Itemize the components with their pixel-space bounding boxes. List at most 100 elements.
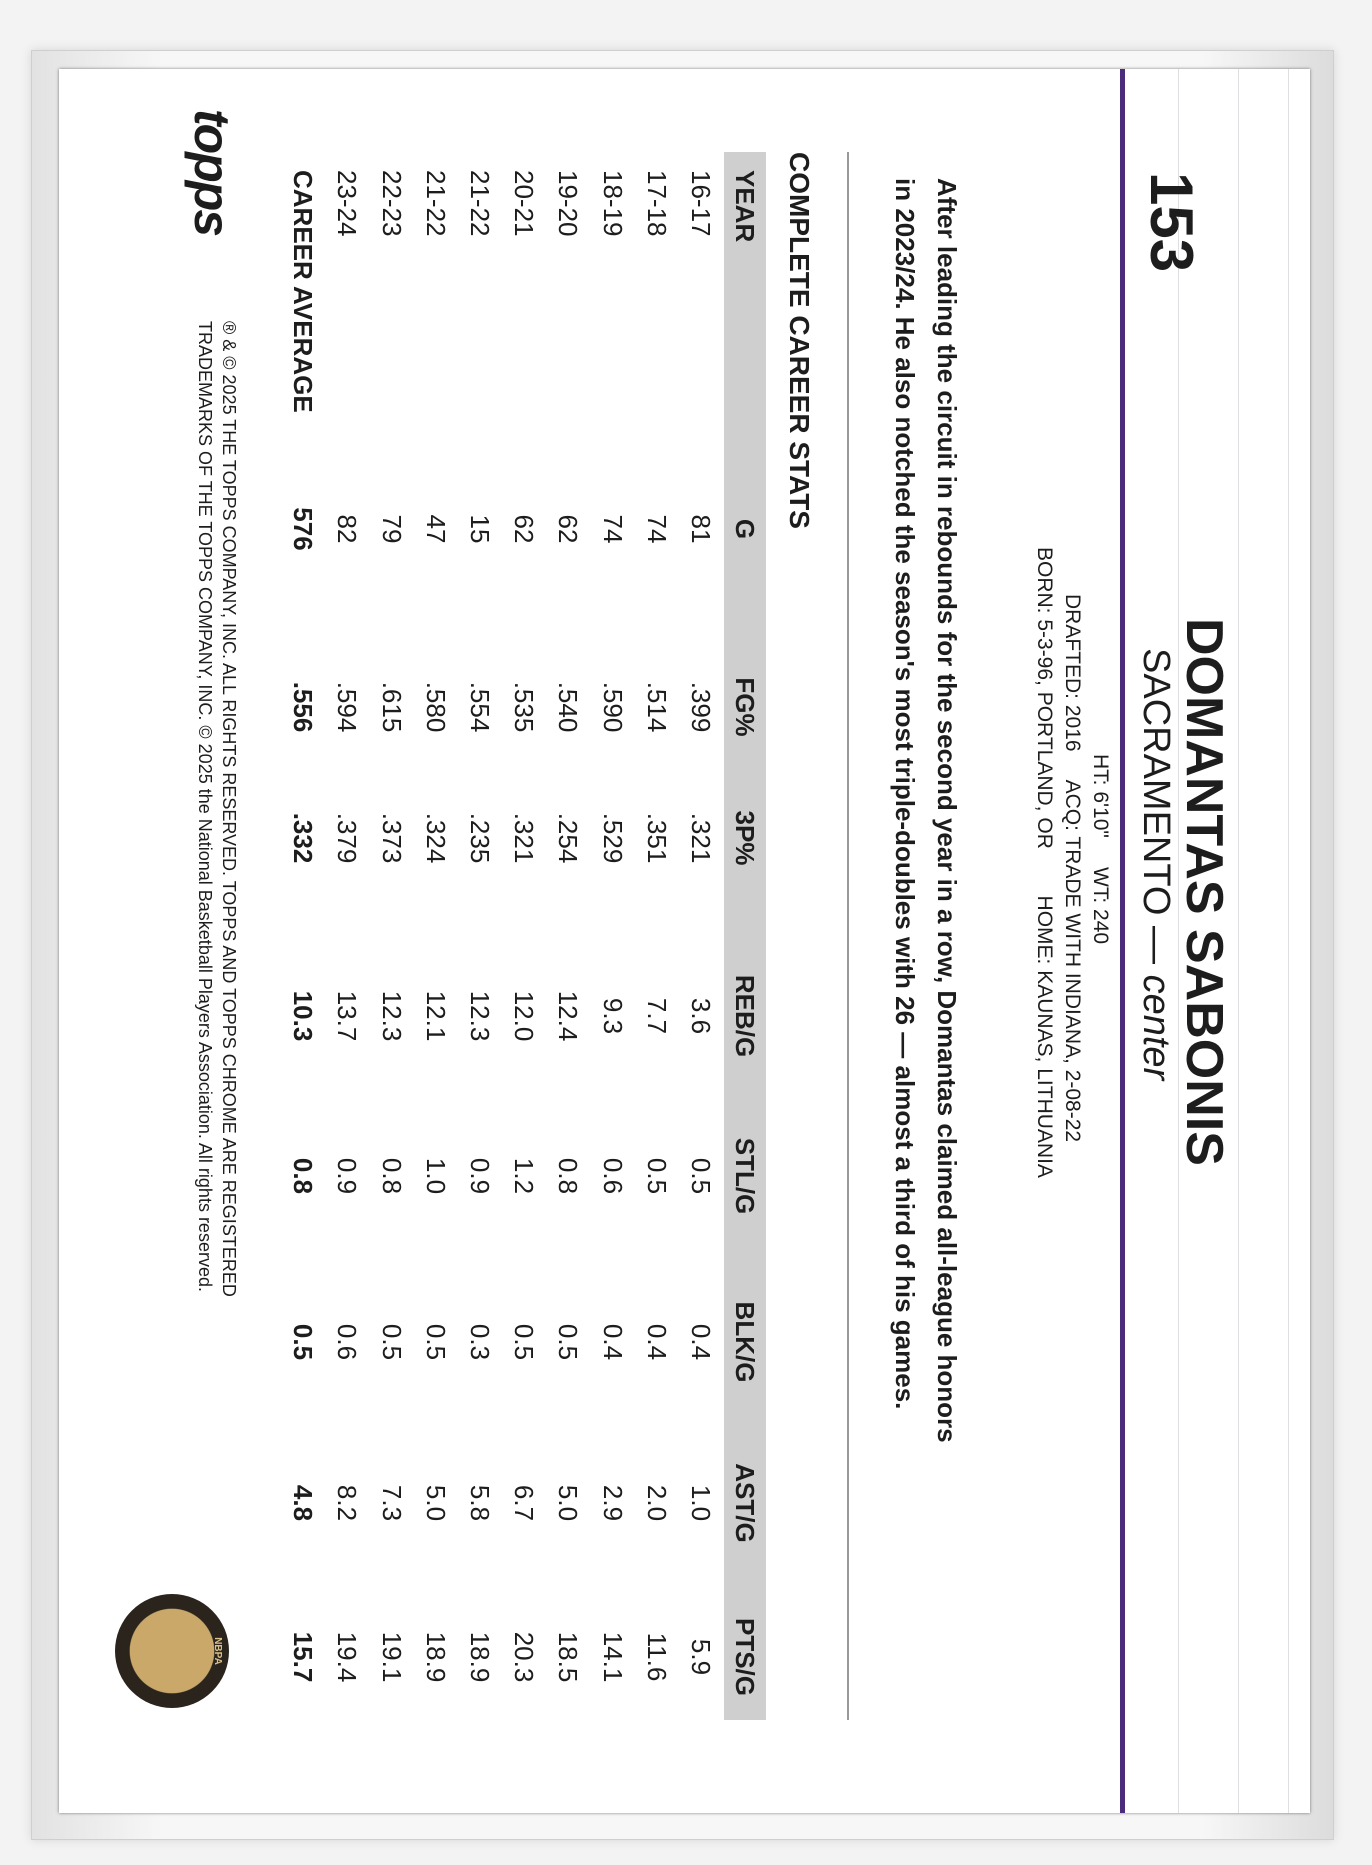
copyright-line: TRADEMARKS OF THE TOPPS COMPANY, INC. © … [195, 321, 215, 1292]
stats-row-cell: 0.8 [553, 1157, 584, 1195]
header-year: YEAR [730, 170, 760, 243]
header-cell: PTS/G [730, 1617, 760, 1696]
stats-row-cell: 5.0 [553, 1484, 584, 1522]
copyright: ® & © 2025 THE TOPPS COMPANY, INC. ALL R… [193, 321, 241, 1297]
stats-row-cell: 0.3 [465, 1323, 495, 1361]
stats-row-cell: 0.5 [376, 1323, 407, 1361]
stats-row-cell: 5.0 [420, 1484, 451, 1522]
stats-row-cell: 3.6 [686, 997, 716, 1035]
stats-row-year: 23-24 [332, 170, 363, 237]
stats-row-cell: 12.3 [465, 990, 495, 1042]
career-row-cell: .556 [288, 681, 318, 733]
wood-grain [1288, 69, 1289, 1813]
stats-row-cell: 81 [686, 514, 716, 544]
stats-row-cell: 1.0 [686, 1484, 716, 1522]
stats-row-cell: .540 [553, 681, 584, 733]
stats-row-cell: 2.9 [597, 1484, 628, 1522]
stats-row-cell: 0.6 [332, 1323, 363, 1361]
dash: — [1135, 926, 1177, 965]
stats-row-year: 19-20 [553, 170, 584, 237]
card-number: 153 [1138, 172, 1205, 273]
trading-card-back: 153 DOMANTAS SABONIS SACRAMENTO — center… [59, 69, 1310, 1813]
copyright-line: ® & © 2025 THE TOPPS COMPANY, INC. ALL R… [219, 321, 239, 1297]
career-row-cell: 576 [288, 507, 318, 551]
stats-row-cell: 0.5 [509, 1323, 540, 1361]
stats-row-year: 18-19 [597, 170, 628, 237]
stats-row-cell: 12.4 [553, 990, 584, 1042]
stats-title: COMPLETE CAREER STATS [784, 152, 815, 529]
career-row-cell: .332 [288, 812, 318, 864]
stats-row-cell: .399 [686, 681, 716, 733]
stats-row-year: 17-18 [641, 170, 672, 237]
header-cell: AST/G [730, 1463, 760, 1543]
stats-row-cell: 20.3 [509, 1631, 540, 1683]
stats-row-cell: 9.3 [597, 997, 628, 1035]
stats-row-cell: .514 [641, 681, 672, 733]
stats-row-cell: 12.0 [509, 990, 540, 1042]
stats-row-cell: .535 [509, 681, 540, 733]
stats-row-cell: 11.6 [641, 1632, 672, 1682]
stats-row-cell: .351 [641, 812, 672, 864]
stats-row-cell: 5.8 [465, 1484, 495, 1522]
stats-row-cell: 14.1 [597, 1631, 628, 1683]
header-cell: BLK/G [730, 1301, 760, 1383]
stats-row-cell: .324 [420, 812, 451, 864]
stats-row-cell: 47 [420, 514, 451, 544]
stats-row-cell: 82 [332, 514, 363, 544]
stats-row-cell: .254 [553, 812, 584, 864]
stats-row-cell: 74 [597, 514, 628, 544]
stats-row-cell: 79 [376, 514, 407, 544]
stats-row-cell: 12.1 [420, 990, 451, 1042]
stats-row-cell: .594 [332, 681, 363, 733]
career-row-cell: 10.3 [288, 990, 318, 1042]
career-row-cell: 0.8 [288, 1157, 318, 1195]
team: SACRAMENTO [1135, 648, 1177, 916]
player-name: DOMANTAS SABONIS [1175, 618, 1233, 1166]
blurb-line: in 2023/24. He also notched the season's… [890, 178, 920, 1410]
stats-row-cell: .235 [465, 812, 495, 864]
stats-row-cell: 15 [465, 514, 495, 544]
stats-row-cell: 1.0 [420, 1157, 451, 1195]
stats-row-cell: .321 [509, 812, 540, 864]
stats-row-cell: 0.5 [553, 1323, 584, 1361]
bio-born-home: BORN: 5-3-96, PORTLAND, OR HOME: KAUNAS,… [1033, 547, 1056, 1178]
accent-line [1120, 69, 1125, 1813]
topps-logo: topps [184, 109, 240, 236]
nbpa-seal-logo: NBPA [115, 1594, 229, 1708]
stats-row-cell: 19.4 [332, 1631, 363, 1683]
stats-row-cell: .580 [420, 681, 451, 733]
career-row-cell: 4.8 [288, 1484, 318, 1522]
stats-row-cell: 0.5 [641, 1157, 672, 1195]
stats-row-cell: 19.1 [376, 1631, 407, 1683]
stats-row-cell: 1.2 [509, 1157, 540, 1195]
stats-row-cell: 13.7 [332, 990, 363, 1042]
stats-row-cell: 18.5 [553, 1631, 584, 1683]
stats-row-cell: .529 [597, 812, 628, 864]
stats-row-cell: 7.3 [376, 1484, 407, 1522]
stats-row-cell: 18.9 [465, 1631, 495, 1683]
stats-row-cell: .554 [465, 681, 495, 733]
header-cell: STL/G [730, 1137, 760, 1215]
stats-row-cell: .615 [376, 681, 407, 733]
stats-row-cell: 62 [553, 514, 584, 544]
stats-row-cell: 0.4 [641, 1323, 672, 1361]
career-row-cell: 0.5 [288, 1323, 318, 1361]
stats-row-cell: 0.9 [465, 1157, 495, 1195]
wood-grain [1238, 69, 1239, 1813]
stats-row-year: 16-17 [686, 170, 716, 237]
bio-draft: DRAFTED: 2016 ACQ: TRADE WITH INDIANA, 2… [1061, 594, 1084, 1143]
team-position: SACRAMENTO — center [1134, 648, 1178, 1080]
stats-row-cell: 0.9 [332, 1157, 363, 1195]
stats-row-cell: 6.7 [509, 1484, 540, 1522]
stats-row-year: 20-21 [509, 170, 540, 237]
bio-height-weight: HT: 6'10" WT: 240 [1089, 754, 1112, 945]
stats-row-year: 22-23 [376, 170, 407, 237]
stats-row-cell: 5.9 [686, 1638, 716, 1676]
stats-row-cell: 62 [509, 514, 540, 544]
stats-row-cell: 0.6 [597, 1157, 628, 1195]
header-cell: FG% [730, 677, 760, 737]
blurb-line: After leading the circuit in rebounds fo… [932, 178, 962, 1443]
stats-row-cell: 7.7 [641, 997, 672, 1035]
stats-row-cell: 18.9 [420, 1631, 451, 1683]
stats-row-cell: .590 [597, 681, 628, 733]
